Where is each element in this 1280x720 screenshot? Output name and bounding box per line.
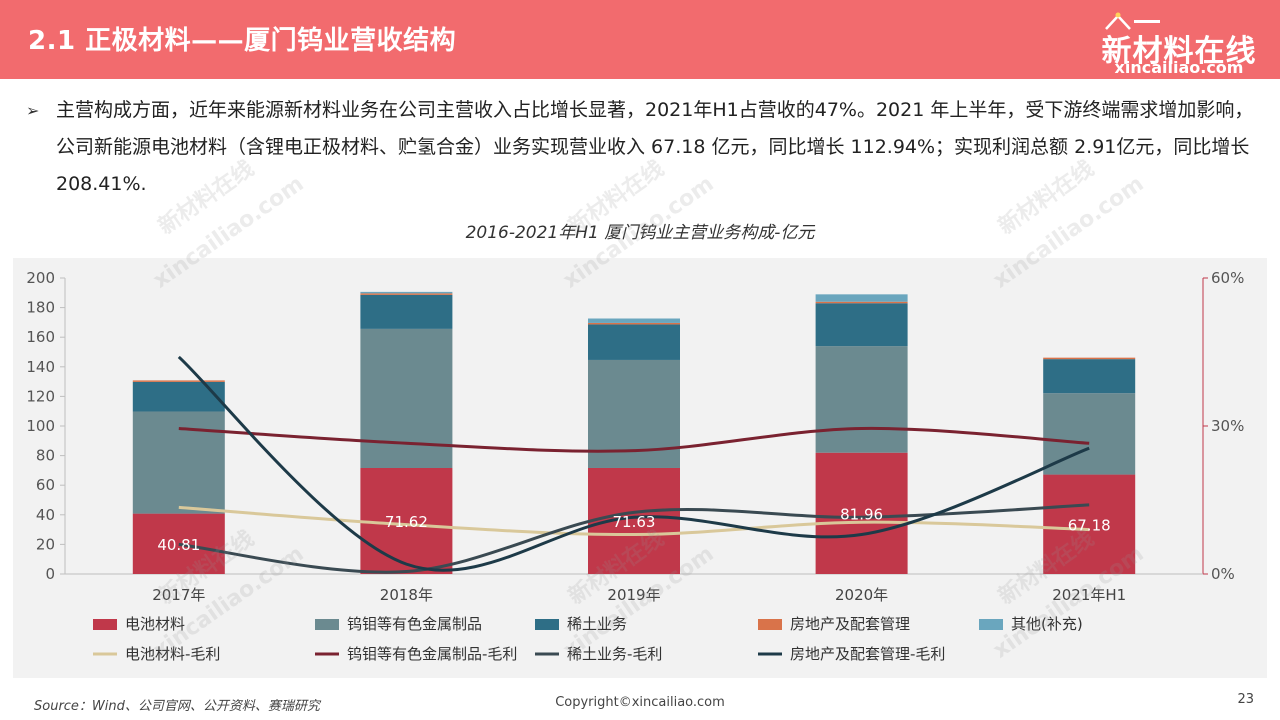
x-axis-tick-label: 2017年 (152, 586, 205, 604)
page-title: 2.1 正极材料——厦门钨业营收结构 (28, 26, 457, 56)
left-axis-tick-label: 180 (26, 299, 55, 317)
page-number: 23 (1237, 692, 1254, 707)
left-axis-tick-label: 40 (36, 506, 55, 524)
bar-segment (815, 346, 908, 453)
revenue-structure-chart: 0 20 40 60 80 100 120 140 160 180 200 0% 30% 60% 2017年… (26, 269, 1244, 663)
bar-data-label: 71.62 (385, 513, 428, 531)
x-axis-tick-label: 2021年H1 (1052, 586, 1126, 604)
source-note: Source：Wind、公司官网、公开资料、赛瑞研究 (34, 699, 320, 714)
left-axis-tick-label: 20 (36, 535, 55, 553)
legend-label: 房地产及配套管理 (790, 615, 910, 633)
chart-area: 0 20 40 60 80 100 120 140 160 180 200 0% 30% 60% 2017年… (13, 258, 1267, 678)
bar-data-label: 81.96 (840, 505, 883, 523)
left-axis-tick-label: 100 (26, 417, 55, 435)
bar-segment (360, 468, 453, 574)
bar-segment (588, 324, 680, 360)
bar-segment (588, 322, 680, 325)
bar-segment (1043, 357, 1136, 360)
bar-segment (132, 513, 225, 574)
bar-segment (132, 380, 225, 382)
x-axis-tick-label: 2019年 (607, 586, 660, 604)
bar-segment (815, 452, 908, 574)
house-icon (1105, 12, 1160, 30)
legend-swatch (315, 619, 339, 630)
chart-title: 2016-2021年H1 厦门钨业主营业务构成-亿元 (465, 223, 815, 243)
right-axis-tick-label: 0% (1211, 565, 1235, 583)
left-axis-tick-label: 200 (26, 269, 55, 287)
bar-segment (815, 303, 908, 347)
x-axis-tick-label: 2020年 (835, 586, 888, 604)
brand-logo: 新材料在线 xincailiao.com (1094, 12, 1264, 77)
legend-label: 房地产及配套管理-毛利 (790, 645, 945, 663)
bar-segment (815, 294, 908, 302)
left-axis-tick-label: 120 (26, 387, 55, 405)
arrow-bullet-icon: ➢ (26, 101, 40, 120)
bar-segment (1043, 359, 1136, 394)
legend-swatch (758, 619, 782, 630)
logo-text-cn: 新材料在线 (1101, 34, 1257, 69)
margin-line (177, 355, 1090, 572)
legend-label: 稀土业务 (567, 615, 627, 633)
logo-text-en: xincailiao.com (1114, 58, 1244, 77)
bar-segment (360, 328, 453, 469)
right-axis-tick-label: 30% (1211, 417, 1244, 435)
bar-data-label: 67.18 (1068, 516, 1111, 534)
bar-data-label: 40.81 (157, 536, 200, 554)
bar-segment (132, 381, 225, 412)
bar-segment (1043, 474, 1136, 574)
legend-swatch (979, 619, 1003, 630)
legend-label: 其他(补充) (1011, 615, 1083, 633)
left-axis-tick-label: 160 (26, 328, 55, 346)
margin-line (178, 426, 1090, 453)
bar-segment (588, 318, 680, 323)
bar-segment (132, 411, 225, 514)
bar-data-label: 71.63 (613, 513, 656, 531)
legend-label: 电池材料 (125, 615, 185, 633)
left-axis-tick-label: 80 (36, 447, 55, 465)
left-axis-tick-label: 60 (36, 476, 55, 494)
legend-label: 稀土业务-毛利 (567, 645, 662, 663)
margin-line (178, 503, 1090, 574)
bar-segment (360, 294, 453, 329)
left-axis-tick-label: 0 (45, 565, 55, 583)
margin-line (178, 505, 1090, 537)
left-axis-tick-label: 140 (26, 358, 55, 376)
right-axis-tick-label: 60% (1211, 269, 1244, 287)
legend-label: 钨钼等有色金属制品 (347, 615, 482, 633)
x-axis-tick-label: 2018年 (380, 586, 433, 604)
bar-segment (360, 291, 453, 294)
bar-segment (360, 293, 453, 295)
summary-text: 主营构成方面，近年来能源新材料业务在公司主营收入占比增长显著，2021年H1占营… (56, 99, 1254, 195)
legend-label: 电池材料-毛利 (125, 645, 220, 663)
legend-swatch (535, 619, 559, 630)
legend-swatch (93, 619, 117, 630)
header-bar: 2.1 正极材料——厦门钨业营收结构 新材料在线 xincailiao.com (0, 0, 1280, 79)
copyright-note: Copyright©xincailiao.com (555, 695, 725, 710)
legend-label: 钨钼等有色金属制品-毛利 (347, 645, 517, 663)
bar-segment (815, 301, 908, 304)
